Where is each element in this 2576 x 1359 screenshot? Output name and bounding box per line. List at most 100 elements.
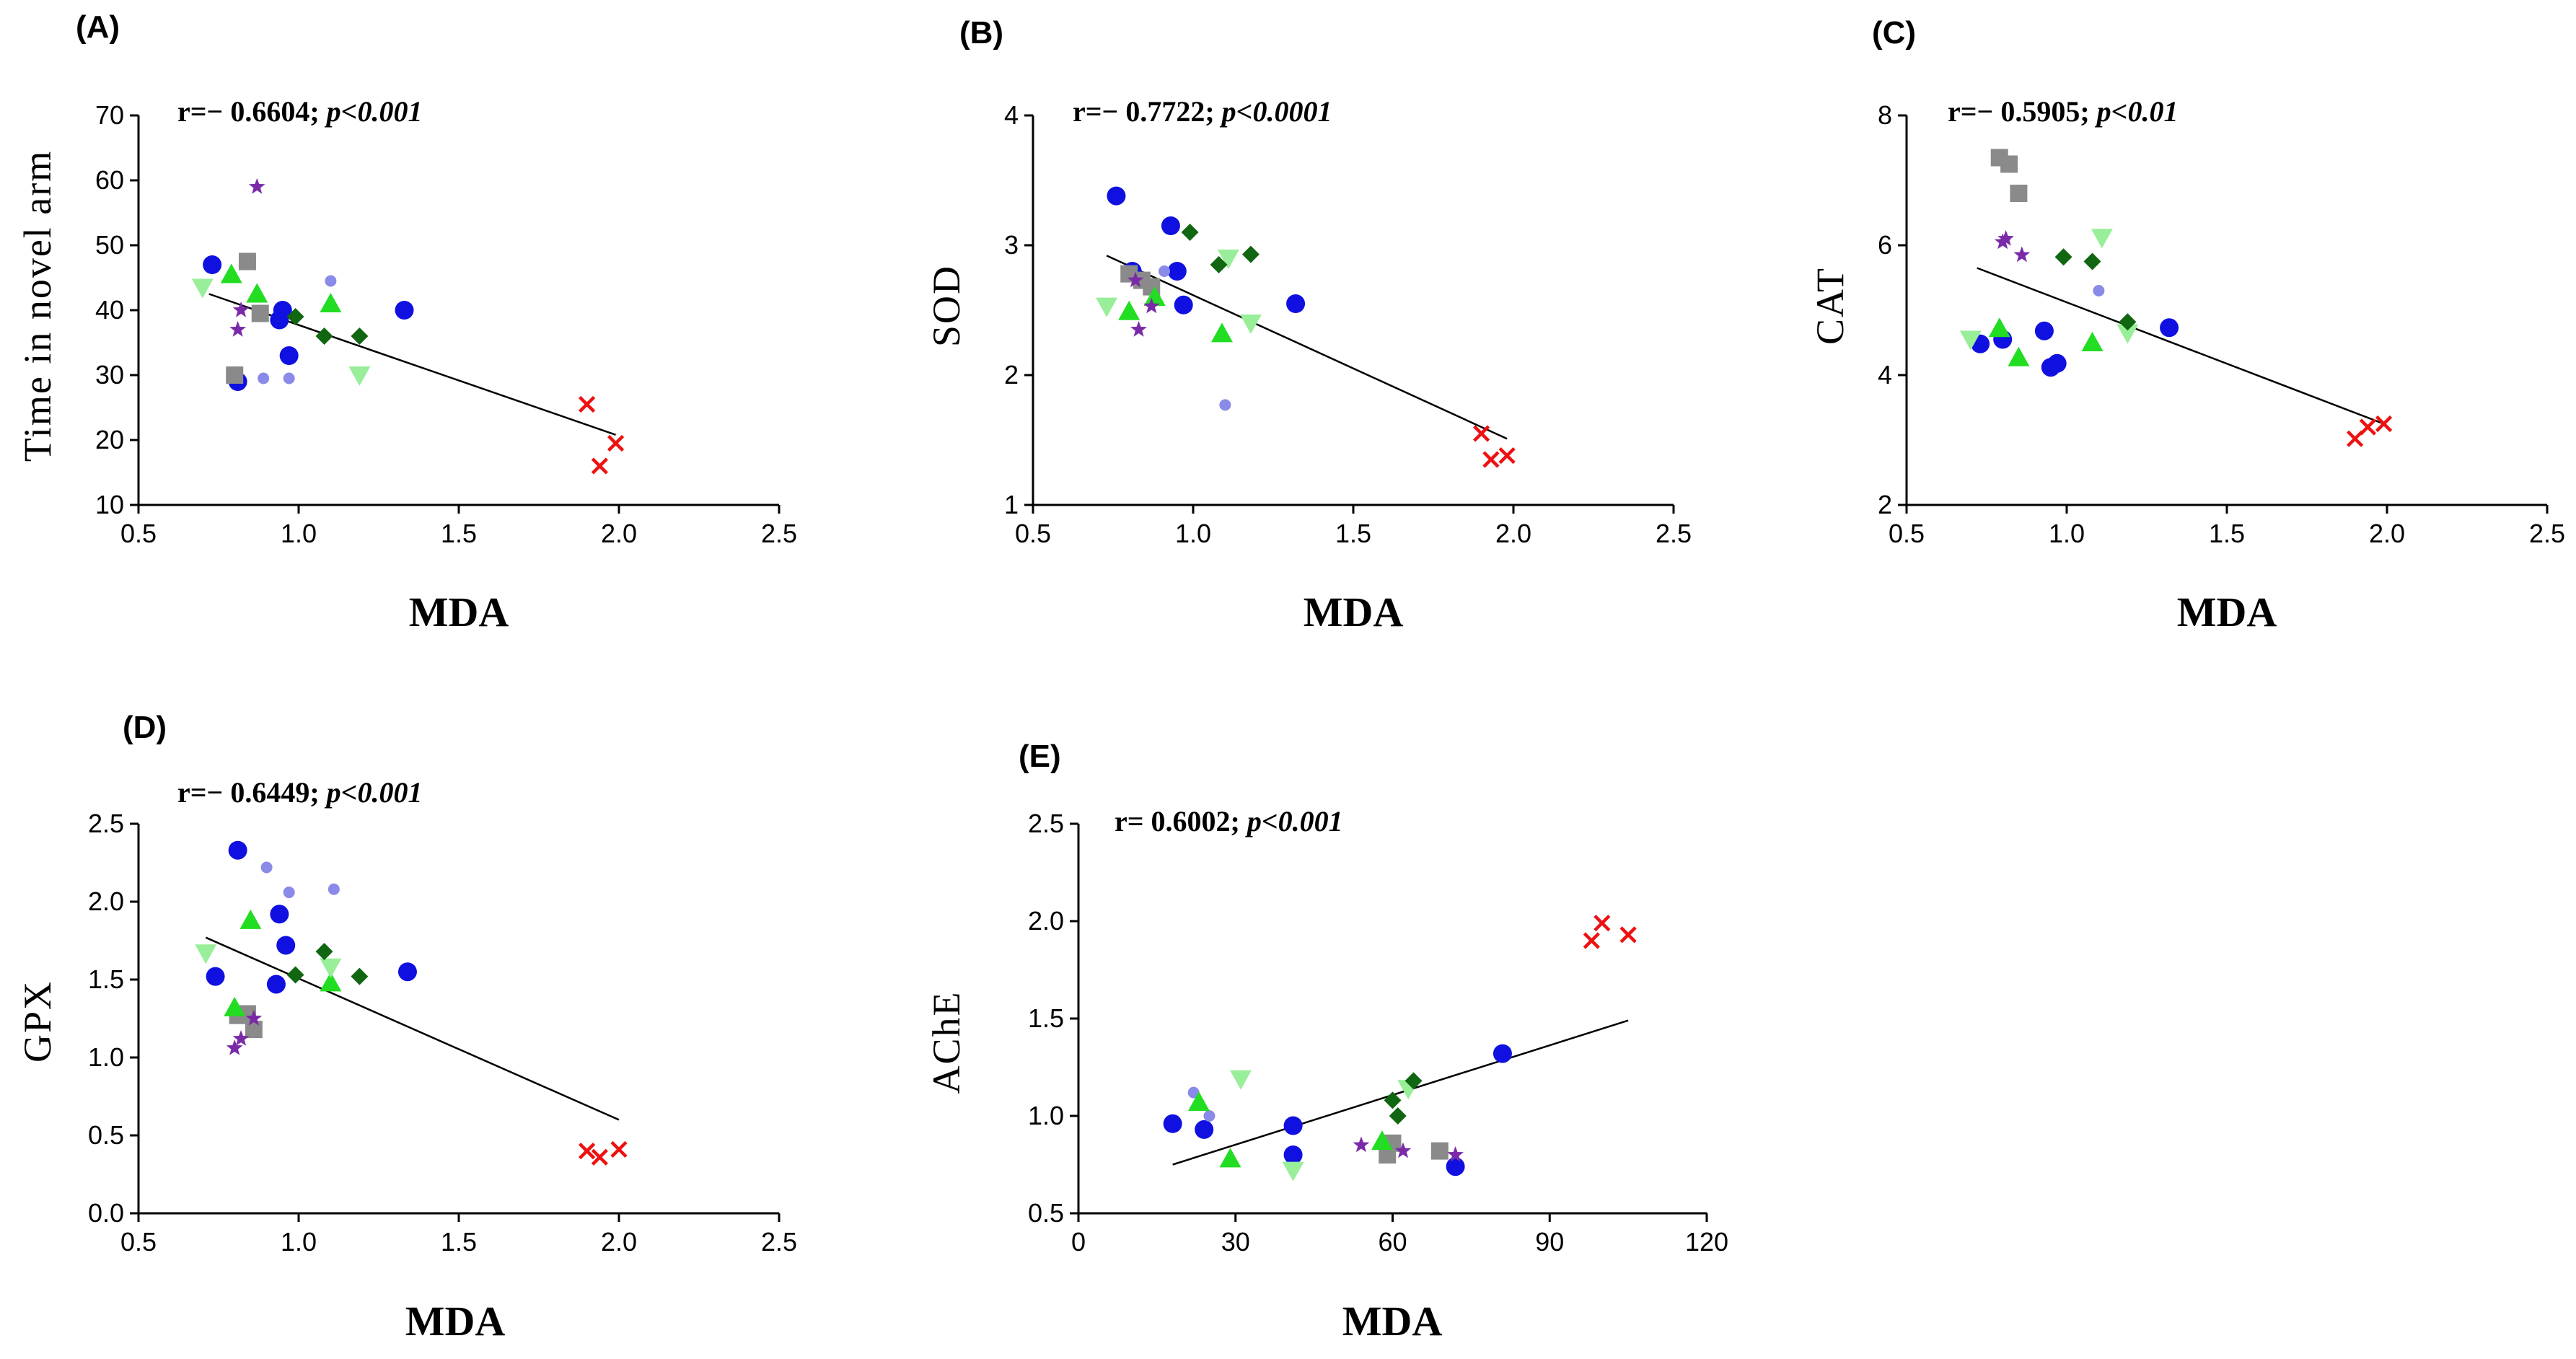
- x-tick-label: 60: [1378, 1227, 1407, 1257]
- data-point: [2359, 418, 2376, 436]
- y-tick-label: 2.5: [1028, 809, 1064, 838]
- stat-text: r=− 0.6604; p<0.001: [177, 95, 422, 128]
- y-axis-label: SOD: [925, 265, 968, 347]
- data-marks: [1163, 915, 1637, 1182]
- panel-label: (B): [959, 15, 1003, 50]
- data-point: [228, 840, 247, 860]
- y-tick-label: 1: [1004, 490, 1019, 519]
- y-tick-label: 0.5: [88, 1120, 124, 1150]
- stat-r: r=− 0.5905;: [1948, 95, 2097, 128]
- y-tick-label: 6: [1878, 230, 1892, 260]
- data-point: [1187, 1086, 1200, 1099]
- y-tick-label: 2: [1878, 490, 1892, 519]
- x-tick-label: 1.0: [281, 1227, 317, 1257]
- x-tick-label: 0: [1071, 1227, 1086, 1257]
- data-point: [229, 321, 247, 337]
- regression-line: [205, 936, 620, 1121]
- data-point: [1159, 265, 1171, 277]
- regression-line: [1106, 255, 1508, 440]
- data-point: [220, 263, 242, 283]
- data-point: [1997, 230, 2015, 246]
- series-light-blue-circle: [260, 861, 340, 899]
- series-red-cross: [2347, 415, 2393, 447]
- data-marks: [1959, 149, 2393, 447]
- x-tick-label: 2.0: [2369, 519, 2405, 548]
- series-dark-green-diamond: [286, 308, 369, 345]
- ticks: 0 30 60 90 120 0.5 1.0 1.5 2.0 2.5: [1028, 809, 1728, 1257]
- x-tick-label: 1.5: [441, 519, 477, 548]
- data-point: [1353, 1136, 1370, 1153]
- data-point: [2008, 346, 2030, 366]
- stat-p: p<0.001: [325, 95, 423, 128]
- series-blue-circle: [1163, 1044, 1512, 1177]
- series-purple-star: [229, 178, 265, 337]
- data-point: [1217, 250, 1239, 269]
- x-tick-label: 90: [1535, 1227, 1564, 1257]
- regression-line: [1172, 1019, 1629, 1166]
- data-point: [395, 301, 414, 320]
- series-dark-green-diamond: [1181, 224, 1260, 273]
- data-point: [1219, 399, 1231, 411]
- data-point: [1371, 1130, 1393, 1151]
- data-point: [239, 909, 262, 929]
- data-point: [1130, 321, 1147, 337]
- data-point: [266, 975, 286, 994]
- cross-stroke: [2347, 430, 2364, 447]
- data-point: [1195, 1120, 1214, 1139]
- series-blue-circle: [206, 840, 417, 994]
- cross-stroke: [1498, 447, 1516, 465]
- cross-stroke: [1482, 451, 1500, 468]
- data-point: [1219, 1148, 1241, 1168]
- x-tick-label: 1.5: [441, 1227, 477, 1257]
- cross-stroke: [2375, 415, 2393, 433]
- x-tick-label: 2.5: [761, 519, 797, 548]
- data-marks: [1096, 186, 1516, 468]
- x-axis-label: MDA: [1342, 1298, 1443, 1345]
- data-point: [1988, 317, 2010, 338]
- series-red-cross: [579, 395, 625, 475]
- data-point: [1473, 425, 1490, 442]
- series-red-cross: [1473, 425, 1516, 468]
- data-point: [320, 293, 342, 312]
- y-tick-label: 0.0: [88, 1198, 124, 1228]
- series-green-triangle: [1187, 1091, 1393, 1168]
- stat-r: r= 0.6002;: [1115, 805, 1247, 837]
- data-point: [1167, 262, 1187, 281]
- series-light-blue-circle: [1187, 1086, 1216, 1122]
- data-point: [1187, 1091, 1210, 1112]
- data-point: [1959, 330, 1982, 351]
- y-tick-label: 1.5: [1028, 1003, 1064, 1033]
- cross-stroke: [579, 395, 596, 413]
- data-point: [1161, 216, 1180, 235]
- data-point: [1239, 315, 1262, 334]
- data-point: [286, 308, 304, 325]
- data-point: [1143, 297, 1160, 314]
- data-point: [1384, 1091, 1402, 1109]
- y-tick-label: 4: [1004, 100, 1019, 130]
- stat-text: r= 0.6002; p<0.001: [1115, 805, 1343, 837]
- data-point: [1210, 256, 1228, 273]
- y-tick-label: 40: [95, 295, 124, 325]
- data-point: [2083, 252, 2101, 271]
- y-tick-label: 10: [95, 490, 124, 519]
- data-point: [273, 301, 292, 320]
- stat-p: p<0.001: [325, 776, 423, 809]
- data-point: [276, 936, 296, 955]
- series-red-cross: [579, 1140, 628, 1166]
- series-light-green-triangle-down: [1096, 250, 1262, 334]
- y-tick-label: 4: [1878, 360, 1892, 390]
- series-dark-green-diamond: [2054, 248, 2137, 331]
- data-point: [1283, 1116, 1303, 1135]
- data-point: [315, 943, 333, 961]
- series-green-triangle: [220, 263, 342, 312]
- cross-stroke: [1619, 926, 1637, 944]
- data-marks: [195, 840, 628, 1166]
- data-point: [1282, 1161, 1304, 1182]
- data-point: [195, 944, 217, 964]
- data-point: [2010, 185, 2028, 202]
- x-tick-label: 1.0: [281, 519, 317, 548]
- series-dark-green-diamond: [286, 943, 369, 985]
- cross-stroke: [1473, 425, 1490, 442]
- x-axis-label: MDA: [409, 589, 509, 635]
- data-point: [1430, 1142, 1449, 1160]
